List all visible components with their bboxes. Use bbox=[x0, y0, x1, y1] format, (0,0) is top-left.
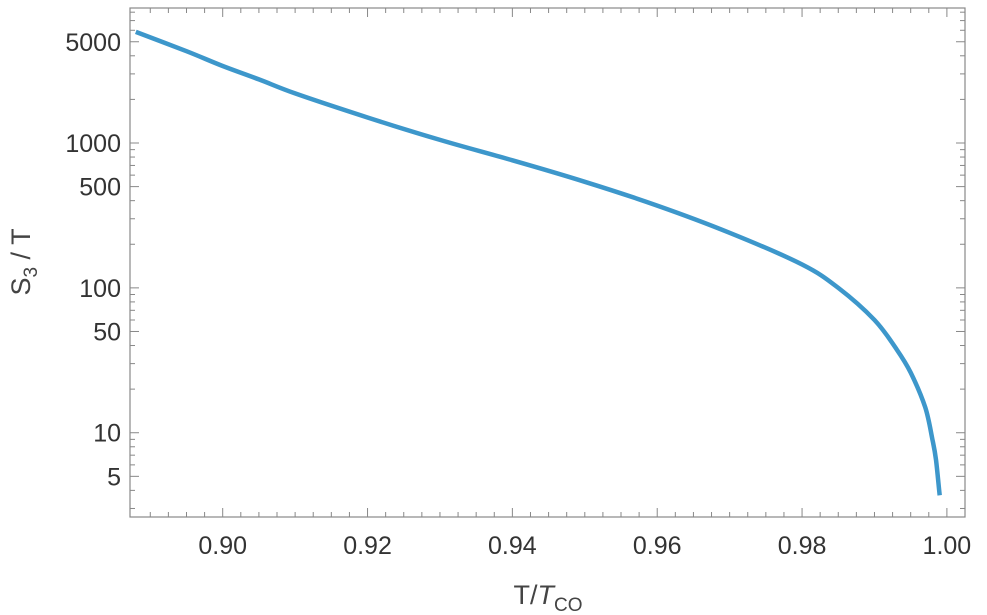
x-tick-label: 0.96 bbox=[633, 532, 682, 560]
y-tick-label: 500 bbox=[79, 174, 121, 202]
x-axis-title: T/TCO bbox=[514, 580, 583, 615]
series-line bbox=[134, 29, 942, 496]
y-tick-label: 1000 bbox=[65, 130, 121, 158]
x-tick-label: 0.92 bbox=[343, 532, 392, 560]
y-tick-label: 5 bbox=[107, 463, 121, 491]
plot-frame bbox=[129, 7, 966, 518]
y-axis-title: S3 / T bbox=[6, 228, 42, 295]
y-tick-label: 100 bbox=[79, 275, 121, 303]
y-tick-label: 5000 bbox=[65, 29, 121, 57]
y-axis-ticks: 5000 1000 500 100 50 10 5 bbox=[65, 11, 965, 509]
x-axis-ticks: 0.90 0.92 0.94 0.96 0.98 1.00 bbox=[149, 8, 972, 560]
x-tick-label: 0.90 bbox=[198, 532, 247, 560]
x-tick-label: 0.98 bbox=[778, 532, 827, 560]
x-tick-label: 1.00 bbox=[923, 532, 972, 560]
x-tick-label: 0.94 bbox=[488, 532, 537, 560]
y-tick-label: 50 bbox=[93, 318, 121, 346]
y-tick-label: 10 bbox=[93, 420, 121, 448]
